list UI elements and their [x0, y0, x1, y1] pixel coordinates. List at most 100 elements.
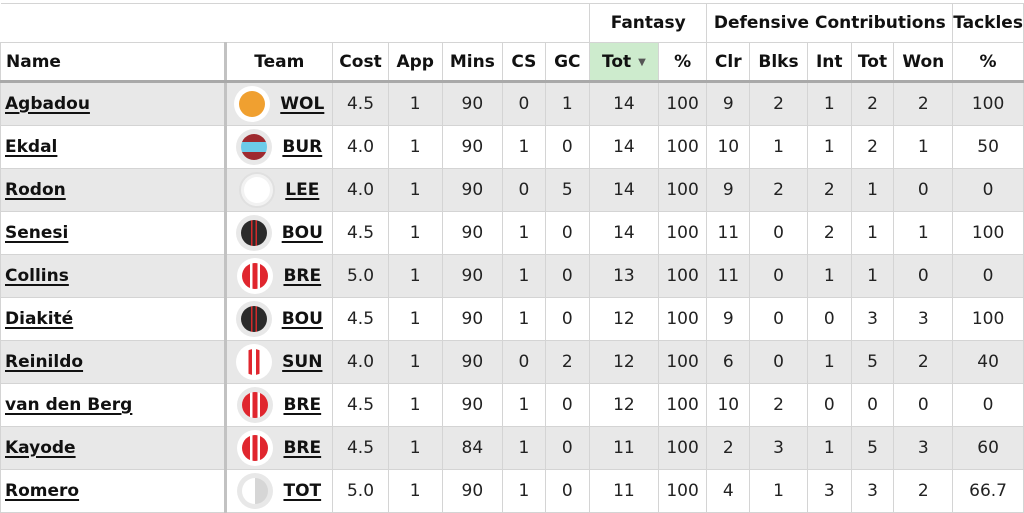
dc-pct-cell: 100 — [657, 211, 708, 255]
column-header-cost[interactable]: Cost — [332, 42, 389, 83]
tackles-pct-cell: 100 — [952, 81, 1024, 126]
tackles-pct-cell: 0 — [952, 254, 1024, 298]
blks-cell: 0 — [749, 340, 808, 384]
tackles-pct-cell: 60 — [952, 426, 1024, 470]
team-link[interactable]: BOU — [281, 309, 323, 329]
team-link[interactable]: BRE — [283, 438, 322, 458]
tackles-tot-cell: 2 — [850, 125, 895, 169]
int-cell: 1 — [806, 254, 852, 298]
int-cell: 2 — [806, 168, 852, 212]
player-name-link[interactable]: Agbadou — [5, 94, 90, 114]
tackles-won-cell: 0 — [893, 168, 954, 212]
blks-cell: 2 — [749, 81, 808, 126]
column-header-tackles-won[interactable]: Won — [893, 42, 954, 83]
gc-cell: 0 — [544, 211, 591, 255]
player-name-link[interactable]: Diakité — [5, 309, 74, 329]
player-name-link[interactable]: Reinildo — [5, 352, 84, 372]
gc-cell: 0 — [544, 426, 591, 470]
mins-cell: 90 — [441, 125, 504, 169]
cs-cell: 1 — [502, 383, 546, 427]
column-header-row: Name Team Cost App Mins CS GC Tot ▼ % Clr… — [0, 42, 1024, 83]
table-row: Romero TOT 5.0 1 90 1 0 11 100 4 1 3 3 2… — [0, 469, 1024, 513]
dc-pct-cell: 100 — [657, 340, 708, 384]
team-link[interactable]: BUR — [282, 137, 323, 157]
cs-cell: 0 — [502, 168, 546, 212]
column-header-cs[interactable]: CS — [502, 42, 546, 83]
blks-cell: 1 — [749, 469, 808, 513]
column-header-dc-pct[interactable]: % — [657, 42, 708, 83]
gc-cell: 0 — [544, 254, 591, 298]
tackles-tot-cell: 0 — [850, 383, 895, 427]
dc-pct-cell: 100 — [657, 383, 708, 427]
app-cell: 1 — [387, 211, 443, 255]
app-cell: 1 — [387, 383, 443, 427]
table-row: Senesi BOU 4.5 1 90 1 0 14 100 11 0 2 1 … — [0, 211, 1024, 255]
team-link[interactable]: BRE — [283, 395, 322, 415]
player-name-link[interactable]: Kayode — [5, 438, 76, 458]
tackles-pct-cell: 0 — [952, 168, 1024, 212]
dc-tot-cell: 12 — [589, 383, 659, 427]
dc-tot-cell: 13 — [589, 254, 659, 298]
gc-cell: 5 — [544, 168, 591, 212]
column-header-name[interactable]: Name — [0, 42, 227, 83]
tackles-pct-cell: 40 — [952, 340, 1024, 384]
gc-cell: 1 — [544, 81, 591, 126]
player-name-cell: Senesi — [0, 211, 227, 255]
mins-cell: 90 — [441, 168, 504, 212]
player-name-link[interactable]: Collins — [5, 266, 69, 286]
column-header-mins[interactable]: Mins — [441, 42, 504, 83]
team-cell: BOU — [224, 297, 334, 341]
column-header-dc-tot[interactable]: Tot ▼ — [589, 42, 659, 83]
team-link[interactable]: BRE — [283, 266, 322, 286]
tackles-tot-cell: 3 — [850, 469, 895, 513]
cost-cell: 4.5 — [332, 426, 389, 470]
column-header-app[interactable]: App — [387, 42, 443, 83]
team-link[interactable]: TOT — [283, 481, 322, 501]
gc-cell: 0 — [544, 125, 591, 169]
column-header-blks[interactable]: Blks — [749, 42, 808, 83]
column-header-gc[interactable]: GC — [544, 42, 591, 83]
int-cell: 1 — [806, 125, 852, 169]
column-header-tackles-pct[interactable]: % — [952, 42, 1024, 83]
int-cell: 1 — [806, 340, 852, 384]
column-header-tackles-tot[interactable]: Tot — [850, 42, 895, 83]
app-cell: 1 — [387, 168, 443, 212]
cost-cell: 4.0 — [332, 340, 389, 384]
app-cell: 1 — [387, 297, 443, 341]
cost-cell: 4.5 — [332, 297, 389, 341]
blks-cell: 0 — [749, 297, 808, 341]
tackles-won-cell: 3 — [893, 297, 954, 341]
gc-cell: 0 — [544, 383, 591, 427]
player-name-link[interactable]: Romero — [5, 481, 80, 501]
group-header-fantasy: Fantasy — [589, 3, 708, 43]
player-name-link[interactable]: Rodon — [5, 180, 66, 200]
column-header-team[interactable]: Team — [224, 42, 334, 83]
column-header-int[interactable]: Int — [806, 42, 852, 83]
team-crest-bre-icon — [237, 430, 274, 466]
cost-cell: 4.5 — [332, 383, 389, 427]
column-header-clr[interactable]: Clr — [706, 42, 751, 83]
team-link[interactable]: WOL — [280, 94, 325, 114]
team-link[interactable]: LEE — [285, 180, 320, 200]
table-row: van den Berg BRE 4.5 1 90 1 0 12 100 10 … — [0, 383, 1024, 427]
team-link[interactable]: BOU — [281, 223, 323, 243]
blks-cell: 3 — [749, 426, 808, 470]
cost-cell: 4.5 — [332, 81, 389, 126]
player-name-link[interactable]: Senesi — [5, 223, 69, 243]
team-link[interactable]: SUN — [282, 352, 323, 372]
cs-cell: 1 — [502, 297, 546, 341]
team-crest-bre-icon — [237, 387, 274, 423]
player-name-link[interactable]: van den Berg — [5, 395, 133, 415]
player-name-cell: Kayode — [0, 426, 227, 470]
app-cell: 1 — [387, 125, 443, 169]
blks-cell: 0 — [749, 254, 808, 298]
dc-pct-cell: 100 — [657, 469, 708, 513]
table-row: Reinildo SUN 4.0 1 90 0 2 12 100 6 0 1 5… — [0, 340, 1024, 384]
player-name-link[interactable]: Ekdal — [5, 137, 58, 157]
dc-tot-cell: 11 — [589, 426, 659, 470]
cost-cell: 4.0 — [332, 168, 389, 212]
app-cell: 1 — [387, 469, 443, 513]
tackles-won-cell: 2 — [893, 340, 954, 384]
blks-cell: 0 — [749, 211, 808, 255]
dc-pct-cell: 100 — [657, 254, 708, 298]
